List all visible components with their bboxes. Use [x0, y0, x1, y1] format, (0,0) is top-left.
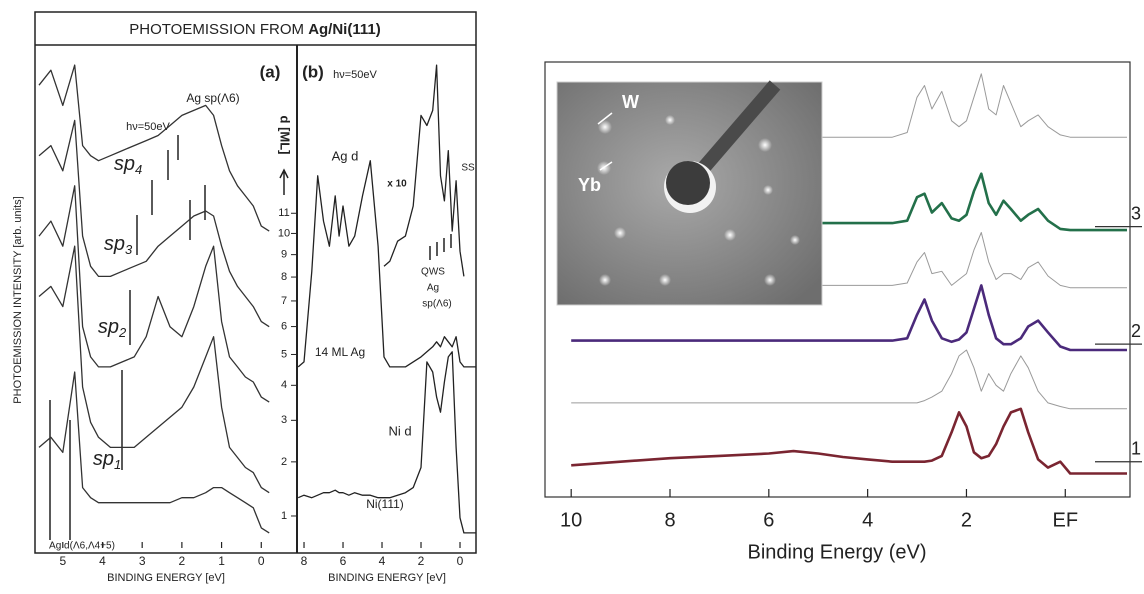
- x-axis-label: BINDING ENERGY [eV]: [328, 572, 446, 584]
- sp-label: sp3: [104, 233, 133, 257]
- inset-label: W: [622, 92, 639, 112]
- panel-label: (b): [302, 62, 324, 81]
- annotation: QWS: [421, 267, 445, 278]
- inset-image: W Yb: [556, 80, 823, 306]
- data-line: [297, 351, 476, 534]
- series-label: Ni(111): [366, 497, 404, 511]
- annotation: SS: [461, 163, 475, 174]
- y2-tick-label: 8: [281, 271, 287, 283]
- sp-label: sp1: [93, 448, 121, 472]
- inset-label: Yb: [578, 175, 601, 195]
- chart-title: PHOTOEMISSION FROM Ag/Ni(111): [129, 21, 380, 38]
- data-line: [383, 64, 465, 277]
- x-tick-label: 8: [301, 554, 308, 568]
- sp-sub: 1: [114, 457, 121, 472]
- sp-sub: 2: [118, 325, 127, 340]
- x-axis-label: Binding Energy (eV): [748, 541, 927, 563]
- annotation: Ag d(Λ6,Λ4+5): [49, 541, 115, 552]
- x-tick-label: 2: [418, 554, 425, 568]
- x-tick-label: 2: [179, 554, 186, 568]
- axis-arrow: [279, 168, 289, 195]
- annotation: Ag: [427, 283, 439, 294]
- y2-tick-label: 2: [281, 456, 287, 468]
- y2-tick-label: 6: [281, 320, 287, 332]
- annotation: Ag d: [332, 148, 359, 163]
- x-tick-label: 2: [961, 509, 972, 531]
- x-tick-label: 1: [218, 554, 225, 568]
- y2-tick-label: 11: [278, 207, 289, 219]
- x-tick-label: 4: [379, 554, 386, 568]
- series-label: 14 ML Ag: [315, 345, 365, 359]
- y2-tick-label: 4: [281, 379, 287, 391]
- data-line: [38, 64, 270, 232]
- y2-axis-label: d [ML]: [278, 116, 293, 155]
- peak-markers: [49, 135, 452, 540]
- x-tick-label: EF: [1052, 509, 1078, 531]
- data-line: [571, 407, 1127, 475]
- annotation: Ag sp(Λ6): [186, 91, 239, 105]
- data-line: [571, 349, 1127, 410]
- x-axis-label: BINDING ENERGY [eV]: [107, 572, 225, 584]
- annotation: hν=50eV: [126, 121, 170, 133]
- y2-tick-label: 3: [281, 414, 287, 426]
- x-tick-label: 6: [763, 509, 774, 531]
- y2-tick-label: 3: [1131, 203, 1141, 223]
- frame: [34, 11, 477, 554]
- data-line: [38, 119, 270, 328]
- sp-text: sp: [114, 153, 135, 175]
- x-tick-label: 0: [258, 554, 265, 568]
- y2-tick-label: 1: [281, 510, 287, 522]
- x-tick-label: 8: [664, 509, 675, 531]
- data-line: [38, 371, 270, 534]
- y2-tick-label: 1: [1131, 438, 1141, 458]
- annotation: hν=50eV: [333, 69, 377, 81]
- sp-text: sp: [98, 316, 119, 338]
- data-line: [297, 160, 476, 368]
- panel-label: (a): [260, 62, 281, 81]
- x-tick-label: 0: [457, 554, 464, 568]
- data-line: [571, 284, 1127, 352]
- x-tick-label: 3: [139, 554, 146, 568]
- x-tick-label: 5: [59, 554, 66, 568]
- sp-text: sp: [104, 233, 125, 255]
- y2-tick-label: 9: [281, 249, 287, 261]
- x-tick-label: 4: [99, 554, 106, 568]
- curves: [38, 64, 1127, 534]
- y2-tick-label: 10: [278, 227, 290, 239]
- x-tick-label: 6: [340, 554, 347, 568]
- y2-tick-label: 2: [1131, 321, 1141, 341]
- plot-frame: [544, 61, 1131, 498]
- annotation: Ni d: [388, 423, 411, 438]
- sp-label: sp4: [114, 153, 142, 177]
- annotation: sp(Λ6): [422, 299, 451, 310]
- y2-tick-label: 5: [281, 348, 287, 360]
- sp-text: sp: [93, 448, 114, 470]
- x-tick-label: 10: [560, 509, 582, 531]
- sp-sub: 3: [125, 242, 133, 257]
- sp-sub: 4: [135, 162, 142, 177]
- data-line: [38, 245, 270, 494]
- x-tick-label: 4: [862, 509, 873, 531]
- y-axis-label: PHOTOEMISSION INTENSITY [arb. units]: [12, 196, 24, 403]
- data-line: [38, 185, 270, 403]
- y2-tick-label: 7: [281, 295, 287, 307]
- series-label: x 10: [387, 179, 407, 190]
- sp-label: sp2: [98, 316, 127, 340]
